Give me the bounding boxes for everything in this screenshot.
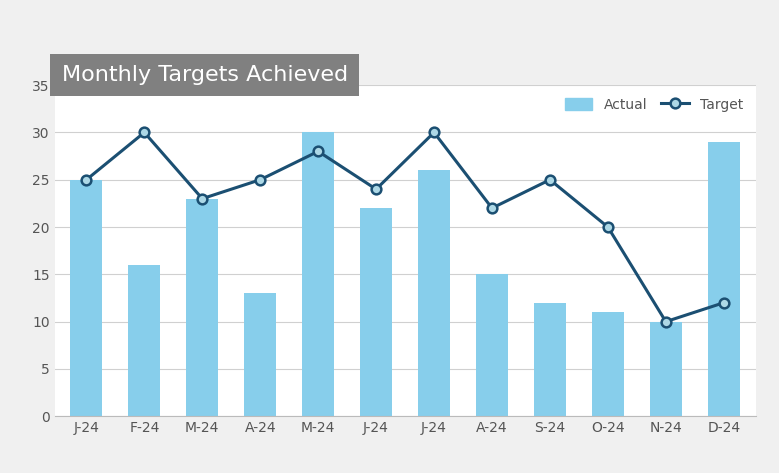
Bar — [245, 293, 277, 416]
Bar — [534, 303, 566, 416]
Bar — [650, 322, 682, 416]
Bar — [70, 180, 102, 416]
Bar — [476, 274, 508, 416]
Bar — [592, 312, 624, 416]
Bar — [302, 132, 334, 416]
Bar — [418, 170, 450, 416]
Bar — [708, 142, 740, 416]
Bar — [186, 199, 218, 416]
Text: Monthly Targets Achieved: Monthly Targets Achieved — [62, 65, 347, 85]
Legend: Actual, Target: Actual, Target — [559, 92, 749, 117]
Bar — [129, 265, 160, 416]
Bar — [360, 208, 392, 416]
